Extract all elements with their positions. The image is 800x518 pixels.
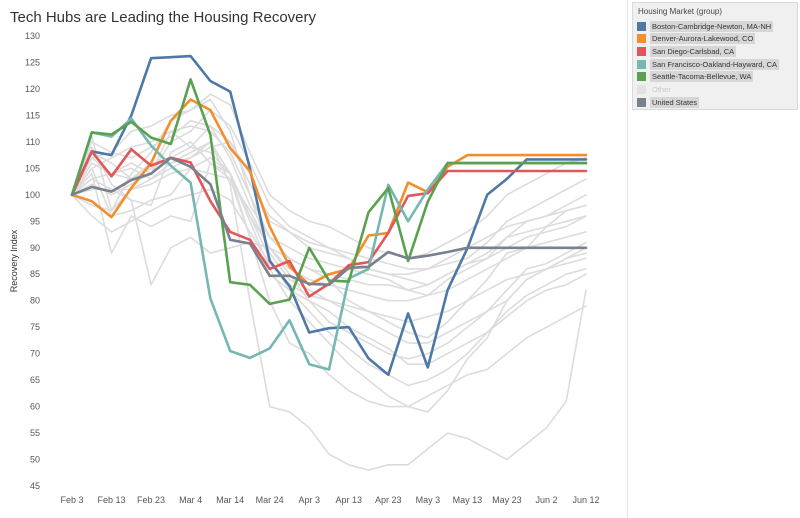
y-tick-label: 105 [25,163,40,173]
legend-item[interactable]: San Francisco-Oakland-Hayward, CA [637,58,780,70]
series-line-other[interactable] [71,119,587,270]
legend-swatch [637,46,646,56]
series-line-other[interactable] [71,125,587,297]
y-tick-label: 130 [25,31,40,41]
y-tick-label: 100 [25,190,40,200]
legend-swatch [637,97,646,107]
series-line-other[interactable] [71,146,587,387]
legend-item[interactable]: Other [637,84,673,96]
series-line-other[interactable] [71,162,587,360]
x-tick-label: Mar 4 [179,495,202,505]
series-line[interactable] [70,78,588,306]
legend-swatch [637,85,646,94]
y-tick-label: 60 [30,402,40,412]
legend-label: San Diego-Carlsbad, CA [650,45,737,57]
x-tick-label: Feb 3 [60,495,83,505]
legend-panel: Housing Market (group) Boston-Cambridge-… [630,0,800,518]
legend-item[interactable]: San Diego-Carlsbad, CA [637,45,737,57]
series-line-other[interactable] [71,141,587,408]
x-tick-label: Jun 12 [572,495,599,505]
legend-label: United States [650,96,700,108]
series-line[interactable] [70,156,588,287]
legend: Housing Market (group) Boston-Cambridge-… [632,2,798,110]
y-tick-label: 65 [30,375,40,385]
legend-label: Seattle-Tacoma-Bellevue, WA [650,71,754,83]
series-line-other[interactable] [71,141,587,286]
legend-title: Housing Market (group) [638,7,723,16]
x-tick-label: Feb 23 [137,495,165,505]
legend-label: Boston-Cambridge-Newton, MA-NH [650,20,774,32]
series-line[interactable] [70,54,588,377]
series-line-other[interactable] [71,93,587,260]
legend-item[interactable]: Denver-Aurora-Lakewood, CO [637,33,756,45]
y-tick-label: 85 [30,269,40,279]
legend-label: Other [652,85,671,94]
x-tick-label: Jun 2 [535,495,557,505]
x-tick-label: May 13 [453,495,483,505]
y-tick-label: 50 [30,455,40,465]
x-tick-label: Apr 13 [336,495,363,505]
y-axis-label: Recovery Index [9,229,19,292]
chart-title: Tech Hubs are Leading the Housing Recove… [10,9,317,26]
line-chart[interactable]: 45 50 55 60 65 70 75 80 85 90 95 100 105 110 115 120 125… [0,0,628,518]
legend-label: San Francisco-Oakland-Hayward, CA [650,58,780,70]
series-line-other[interactable] [71,188,587,323]
legend-swatch [637,72,646,82]
legend-swatch [637,21,646,31]
legend-swatch [637,34,646,44]
x-tick-label: Mar 14 [216,495,244,505]
x-tick-label: Feb 13 [98,495,126,505]
legend-item[interactable]: Seattle-Tacoma-Bellevue, WA [637,71,754,83]
series-line-other[interactable] [71,141,587,471]
series-line[interactable] [70,98,588,287]
y-tick-label: 55 [30,428,40,438]
legend-item[interactable]: Boston-Cambridge-Newton, MA-NH [637,20,774,32]
series-line-other[interactable] [71,125,587,291]
legend-item[interactable]: United States [637,96,700,108]
y-tick-label: 125 [25,57,40,67]
y-tick-label: 110 [26,137,40,147]
x-tick-label: May 23 [492,495,522,505]
series-line-other[interactable] [71,157,587,413]
y-tick-label: 95 [30,216,40,226]
series-line-other[interactable] [71,188,587,365]
y-tick-label: 90 [30,243,40,253]
y-tick-label: 75 [30,322,40,332]
y-tick-label: 70 [30,349,40,359]
x-tick-label: Mar 24 [256,495,284,505]
legend-label: Denver-Aurora-Lakewood, CO [650,33,756,45]
x-tick-label: May 3 [416,495,441,505]
y-tick-label: 120 [25,84,40,94]
y-tick-label: 80 [30,296,40,306]
x-tick-label: Apr 23 [375,495,402,505]
x-tick-label: Apr 3 [298,495,320,505]
legend-swatch [637,59,646,69]
y-tick-label: 115 [26,110,40,120]
chart-panel: Tech Hubs are Leading the Housing Recove… [0,0,628,518]
y-tick-label: 45 [30,481,40,491]
